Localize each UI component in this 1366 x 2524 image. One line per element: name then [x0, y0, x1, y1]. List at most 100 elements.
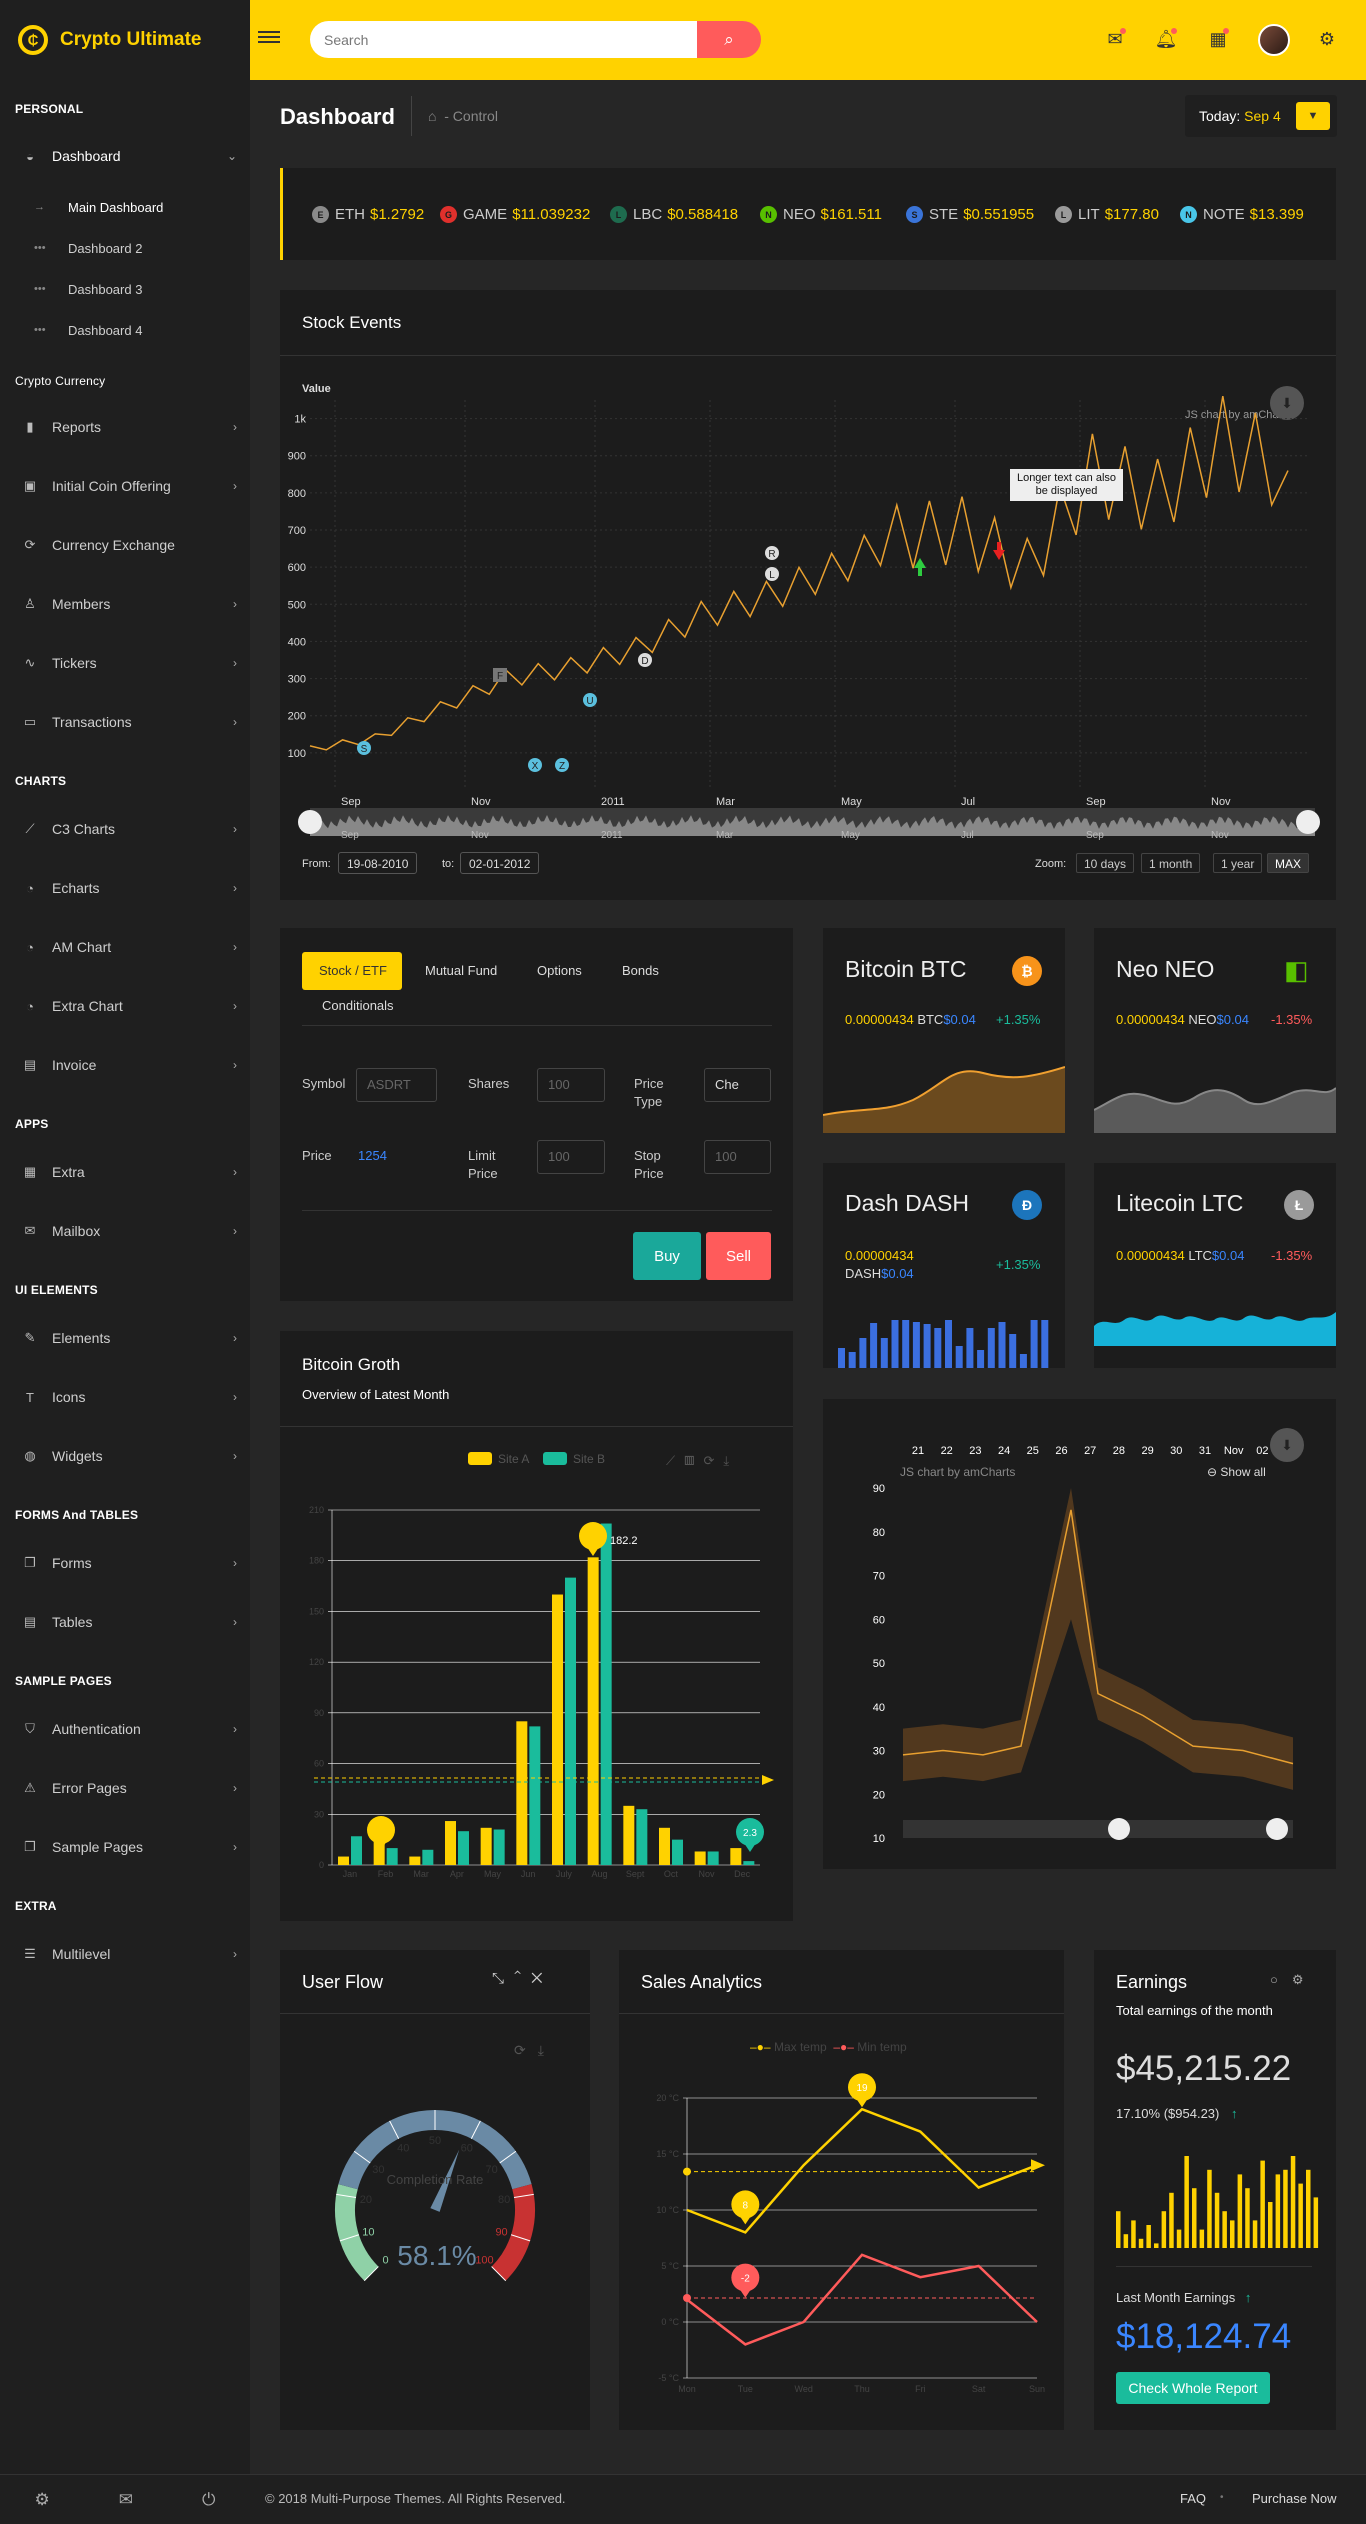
- ticker-item[interactable]: L LBC $0.588418: [610, 206, 738, 223]
- calendar-icon[interactable]: ▦: [1205, 26, 1231, 52]
- sidebar-item-mailbox[interactable]: ✉ Mailbox ›: [22, 1219, 237, 1243]
- sidebar-item-members[interactable]: ♙ Members ›: [22, 592, 237, 616]
- x-tick-label: Mar: [716, 796, 735, 808]
- sidebar-item-error-pages[interactable]: ⚠ Error Pages ›: [22, 1776, 237, 1800]
- download-icon[interactable]: ⤓: [537, 2042, 556, 2058]
- sidebar-item-label: Icons: [52, 1389, 86, 1405]
- chevron-up-icon[interactable]: ⌃: [514, 1970, 532, 1987]
- tab-conditionals[interactable]: Conditionals: [322, 998, 394, 1013]
- gauge-value: 58.1%: [397, 2240, 477, 2271]
- search-input[interactable]: Search: [310, 21, 698, 58]
- sidebar-item-icons[interactable]: T Icons ›: [22, 1385, 237, 1409]
- date-picker-button[interactable]: ▼: [1296, 102, 1330, 130]
- ticker-item[interactable]: N NOTE $13.399: [1180, 206, 1304, 223]
- mail-icon[interactable]: ✉: [1102, 26, 1128, 52]
- sidebar-item-dashboard[interactable]: ◒ Dashboard ⌄: [22, 144, 237, 168]
- close-icon[interactable]: ✕: [531, 1970, 553, 1987]
- refresh-icon[interactable]: ⟳: [514, 2042, 538, 2058]
- sidebar-item-multilevel[interactable]: ☰ Multilevel ›: [22, 1942, 237, 1966]
- bell-icon[interactable]: 🔔︎: [1154, 28, 1178, 49]
- sidebar-item-extra[interactable]: ▦ Extra ›: [22, 1160, 237, 1184]
- neo-sparkline: [1094, 1087, 1336, 1133]
- faq-link[interactable]: FAQ: [1180, 2491, 1207, 2506]
- circle-icon[interactable]: ○: [1270, 1972, 1292, 1987]
- sidebar-sub-dashboard-4[interactable]: ••• Dashboard 4: [34, 320, 142, 340]
- sidebar-item-widgets[interactable]: ◍ Widgets ›: [22, 1444, 237, 1468]
- show-all-button[interactable]: ⊖ Show all: [1207, 1465, 1266, 1479]
- sidebar-item-transactions[interactable]: ▭ Transactions ›: [22, 710, 237, 734]
- purchase-link[interactable]: Purchase Now: [1252, 2491, 1337, 2506]
- warning-icon: ⚠: [24, 1780, 36, 1795]
- legend-site-a[interactable]: Site A: [498, 1452, 530, 1466]
- sidebar-item-label: Tickers: [52, 655, 97, 671]
- legend-min-temp[interactable]: Min temp: [857, 2040, 907, 2054]
- zoom-10-days[interactable]: 10 days: [1076, 853, 1135, 873]
- ticker-item[interactable]: G GAME $11.039232: [440, 206, 590, 223]
- buy-button[interactable]: Buy: [633, 1232, 701, 1280]
- sidebar-item-sample-pages[interactable]: ❐ Sample Pages ›: [22, 1835, 237, 1859]
- sidebar-sub-dashboard-2[interactable]: ••• Dashboard 2: [34, 238, 142, 258]
- home-icon[interactable]: ⌂: [428, 108, 437, 124]
- limit-price-input[interactable]: 100: [537, 1140, 605, 1174]
- sidebar-item-reports[interactable]: ▮ Reports ›: [22, 415, 237, 439]
- tab-bonds[interactable]: Bonds: [622, 963, 659, 978]
- sidebar-item-tickers[interactable]: ∿ Tickers ›: [22, 651, 237, 675]
- earnings-change: 17.10% ($954.23) ↑: [1116, 2106, 1237, 2121]
- tab-options[interactable]: Options: [537, 963, 582, 978]
- expand-icon[interactable]: ⤡: [492, 1970, 515, 1987]
- price-type-select[interactable]: Che: [704, 1068, 771, 1102]
- sidebar-item-exchange[interactable]: ⟳ Currency Exchange: [22, 533, 237, 557]
- download-icon[interactable]: ⬇: [1270, 1428, 1304, 1462]
- legend-site-b[interactable]: Site B: [573, 1452, 606, 1466]
- check-report-button[interactable]: Check Whole Report: [1116, 2372, 1270, 2404]
- refresh-icon[interactable]: ⟳: [703, 1453, 724, 1468]
- chart-toolbox[interactable]: ⟋▥⟳⤓: [666, 1453, 738, 1469]
- sidebar-sub-dashboard-3[interactable]: ••• Dashboard 3: [34, 279, 142, 299]
- ticker-item[interactable]: L LIT $177.80: [1055, 206, 1159, 223]
- stop-price-input[interactable]: 100: [704, 1140, 771, 1174]
- zoom-max[interactable]: MAX: [1267, 853, 1310, 873]
- ticker-item[interactable]: S STE $0.551955: [906, 206, 1034, 223]
- tab-mutual-fund[interactable]: Mutual Fund: [425, 963, 498, 978]
- bitcoin-groth-chart: 0 30 60 90 120 150 180 210 Jan Feb Mar Apr May Jun Jul…: [309, 1505, 774, 1879]
- dash-bar-sparkline: [838, 1320, 1049, 1368]
- sidebar-item-c3[interactable]: ⟋ C3 Charts ›: [22, 817, 237, 841]
- gear-icon[interactable]: ⚙: [1291, 1972, 1318, 1987]
- menu-toggle-icon[interactable]: [258, 28, 280, 46]
- download-icon[interactable]: ⤓: [723, 1453, 739, 1468]
- bar-site-a: [338, 1856, 349, 1865]
- to-date-input[interactable]: 02-01-2012: [460, 852, 540, 874]
- symbol-input[interactable]: ASDRT: [356, 1068, 437, 1102]
- download-icon[interactable]: ⬇: [1270, 386, 1304, 420]
- legend-max-temp[interactable]: Max temp: [773, 2040, 827, 2054]
- coin-unit: DASH: [845, 1266, 882, 1281]
- sidebar-item-ico[interactable]: ▣ Initial Coin Offering ›: [22, 474, 237, 498]
- ticker-item[interactable]: E ETH $1.2792: [312, 206, 424, 223]
- shares-input[interactable]: 100: [537, 1068, 605, 1102]
- sidebar-item-elements[interactable]: ✎ Elements ›: [22, 1326, 237, 1350]
- ticker-item[interactable]: N NEO $161.511: [760, 206, 882, 223]
- avatar[interactable]: [1258, 24, 1290, 56]
- gear-icon[interactable]: ⚙: [1318, 28, 1336, 49]
- mail-icon[interactable]: ✉: [118, 2489, 134, 2509]
- zoom-1-year[interactable]: 1 year: [1213, 853, 1263, 873]
- from-date-input[interactable]: 19-08-2010: [338, 852, 418, 874]
- sidebar-item-forms[interactable]: ❐ Forms ›: [22, 1551, 237, 1575]
- sidebar-item-invoice[interactable]: ▤ Invoice ›: [22, 1053, 237, 1077]
- zoom-1-month[interactable]: 1 month: [1141, 853, 1201, 873]
- sidebar-item-tables[interactable]: ▤ Tables ›: [22, 1610, 237, 1634]
- settings-icon[interactable]: ⚙: [34, 2489, 50, 2509]
- tab-stock-etf[interactable]: Stock / ETF: [319, 963, 387, 978]
- chevron-down-icon: ⌄: [226, 149, 237, 163]
- logo[interactable]: ₵ Crypto Ultimate: [0, 0, 250, 80]
- sidebar-item-echarts[interactable]: ◔ Echarts ›: [22, 876, 237, 900]
- bar-chart-icon[interactable]: ▥: [684, 1453, 704, 1468]
- power-icon[interactable]: ⏻: [202, 2489, 216, 2509]
- sell-button[interactable]: Sell: [706, 1232, 771, 1280]
- search-button[interactable]: ⌕: [697, 21, 761, 58]
- sidebar-item-amchart[interactable]: ◔ AM Chart ›: [22, 935, 237, 959]
- line-chart-icon[interactable]: ⟋: [666, 1453, 685, 1468]
- sidebar-item-authentication[interactable]: ⛉ Authentication ›: [22, 1717, 237, 1741]
- sidebar-item-extra-chart[interactable]: ◔ Extra Chart ›: [22, 994, 237, 1018]
- sidebar-sub-main-dashboard[interactable]: → Main Dashboard: [34, 197, 163, 217]
